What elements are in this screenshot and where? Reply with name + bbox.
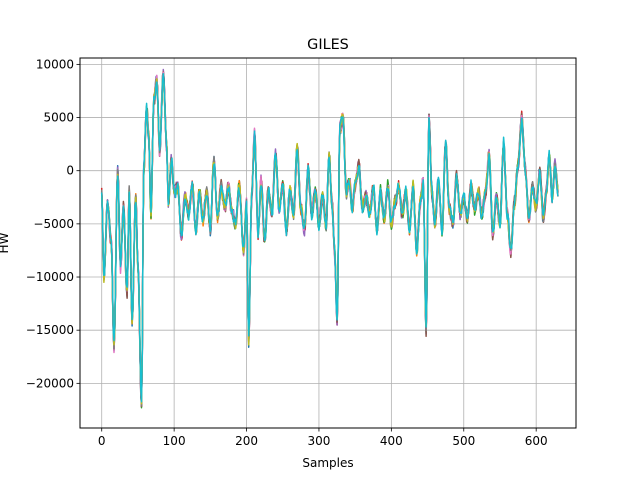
y-tick-label: −20000 [26, 376, 74, 390]
x-tick-label: 400 [380, 434, 403, 448]
x-axis-label: Samples [302, 456, 353, 470]
y-tick-label: −5000 [33, 217, 74, 231]
y-tick-label: −10000 [26, 270, 74, 284]
x-tick-label: 600 [525, 434, 548, 448]
y-tick-label: 10000 [36, 57, 74, 71]
y-tick-label: −15000 [26, 323, 74, 337]
series-line-10 [100, 72, 559, 403]
x-tick-label: 500 [452, 434, 475, 448]
x-tick-label: 100 [163, 434, 186, 448]
chart-title: GILES [307, 37, 349, 53]
plot-frame [79, 57, 577, 429]
x-tick-label: 300 [307, 434, 330, 448]
tick-layer: 0 100 200 300 400 500 600 10000 5000 0 −5000 −10000… [26, 57, 548, 448]
y-tick-label: 0 [66, 164, 74, 178]
series-layer [100, 68, 559, 409]
y-axis-label: HW [0, 232, 11, 253]
x-tick-label: 200 [235, 434, 258, 448]
grid-layer [80, 58, 576, 428]
y-tick-label: 5000 [43, 111, 74, 125]
x-tick-label: 0 [98, 434, 106, 448]
